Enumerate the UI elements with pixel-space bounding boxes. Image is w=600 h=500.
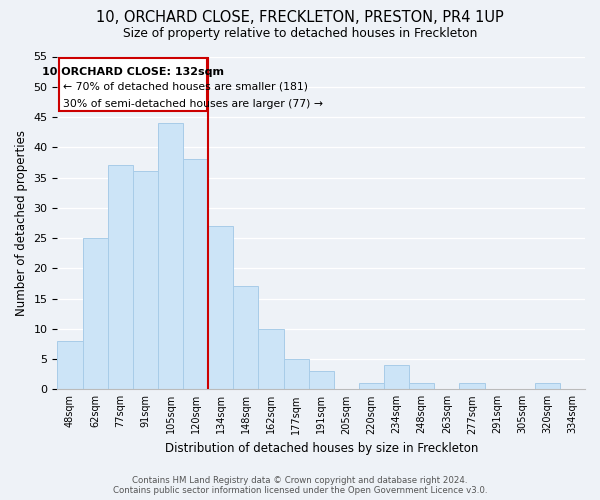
FancyBboxPatch shape (59, 58, 207, 111)
Bar (284, 359, 308, 390)
Bar (183, 160, 208, 390)
Bar (83, 238, 107, 390)
Text: 30% of semi-detached houses are larger (77) →: 30% of semi-detached houses are larger (… (63, 99, 323, 109)
Bar (233, 286, 259, 390)
Bar (409, 384, 434, 390)
Text: Size of property relative to detached houses in Freckleton: Size of property relative to detached ho… (123, 28, 477, 40)
Bar (133, 172, 158, 390)
Bar (535, 384, 560, 390)
Y-axis label: Number of detached properties: Number of detached properties (15, 130, 28, 316)
Bar (107, 166, 133, 390)
Bar (384, 365, 409, 390)
Text: Contains public sector information licensed under the Open Government Licence v3: Contains public sector information licen… (113, 486, 487, 495)
Text: ← 70% of detached houses are smaller (181): ← 70% of detached houses are smaller (18… (63, 82, 308, 92)
X-axis label: Distribution of detached houses by size in Freckleton: Distribution of detached houses by size … (164, 442, 478, 455)
Bar (308, 371, 334, 390)
Bar (158, 123, 183, 390)
Bar (460, 384, 485, 390)
Bar (58, 341, 83, 390)
Text: 10 ORCHARD CLOSE: 132sqm: 10 ORCHARD CLOSE: 132sqm (42, 68, 224, 78)
Text: 10, ORCHARD CLOSE, FRECKLETON, PRESTON, PR4 1UP: 10, ORCHARD CLOSE, FRECKLETON, PRESTON, … (96, 10, 504, 25)
Bar (208, 226, 233, 390)
Text: Contains HM Land Registry data © Crown copyright and database right 2024.: Contains HM Land Registry data © Crown c… (132, 476, 468, 485)
Bar (259, 329, 284, 390)
Bar (359, 384, 384, 390)
